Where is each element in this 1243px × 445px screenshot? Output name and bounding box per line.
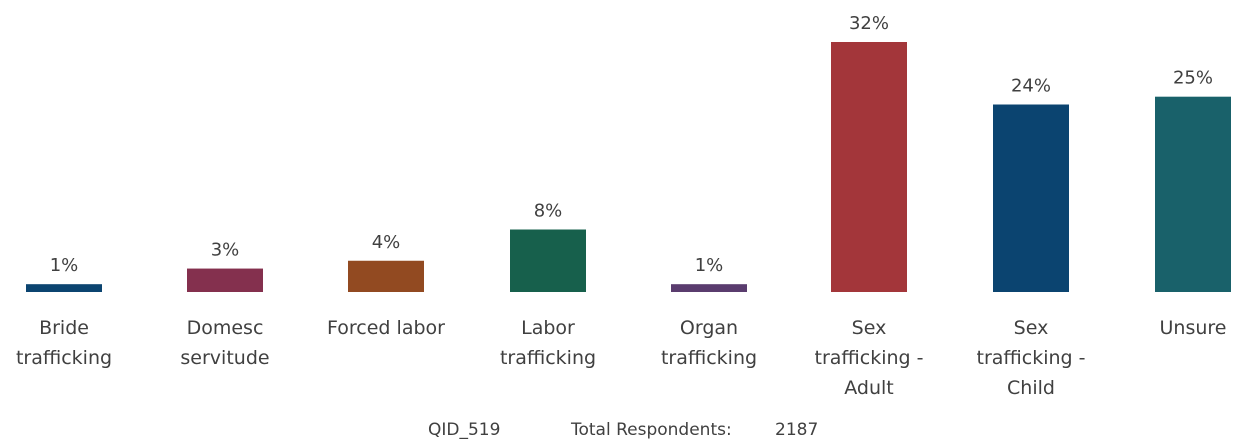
category-label-7-0: Unsure	[1160, 317, 1227, 339]
category-label-4-1: trafficking	[661, 347, 757, 369]
data-label-3: 8%	[534, 201, 563, 222]
category-label-6-1: trafficking -	[977, 347, 1086, 369]
category-label-4-0: Organ	[680, 317, 738, 339]
bar-1	[187, 268, 263, 292]
bar-6	[993, 104, 1069, 292]
category-label-5-0: Sex	[852, 317, 887, 339]
category-label-0-0: Bride	[39, 317, 89, 339]
chart-footer: QID_519 Total Respondents: 2187	[0, 420, 1243, 444]
category-label-6-2: Child	[1007, 377, 1055, 399]
bar-7	[1155, 96, 1231, 292]
category-label-2-0: Forced labor	[327, 317, 445, 339]
category-label-5-2: Adult	[844, 377, 894, 399]
respondents-count: 2187	[775, 420, 819, 440]
bar-5	[831, 42, 907, 292]
data-label-4: 1%	[695, 255, 724, 276]
bar-4	[671, 284, 747, 292]
category-label-3-1: trafficking	[500, 347, 596, 369]
category-label-0-1: trafficking	[16, 347, 112, 369]
respondents-label: Total Respondents:	[571, 420, 732, 440]
bar-0	[26, 284, 102, 292]
category-label-5-1: trafficking -	[815, 347, 924, 369]
data-label-5: 32%	[849, 13, 889, 34]
bar-2	[348, 260, 424, 292]
bar-3	[510, 229, 586, 292]
bar-chart: 1% Bride trafficking 3% Domesc servitude 4% For…	[16, 13, 1231, 399]
data-label-2: 4%	[372, 232, 401, 253]
data-label-6: 24%	[1011, 76, 1051, 97]
category-label-6-0: Sex	[1014, 317, 1049, 339]
category-label-3-0: Labor	[521, 317, 575, 339]
data-label-0: 1%	[50, 255, 79, 276]
category-label-1-1: servitude	[180, 347, 269, 369]
data-label-7: 25%	[1173, 68, 1213, 89]
question-id: QID_519	[428, 420, 501, 440]
category-label-1-0: Domesc	[187, 317, 264, 339]
data-label-1: 3%	[211, 240, 240, 261]
